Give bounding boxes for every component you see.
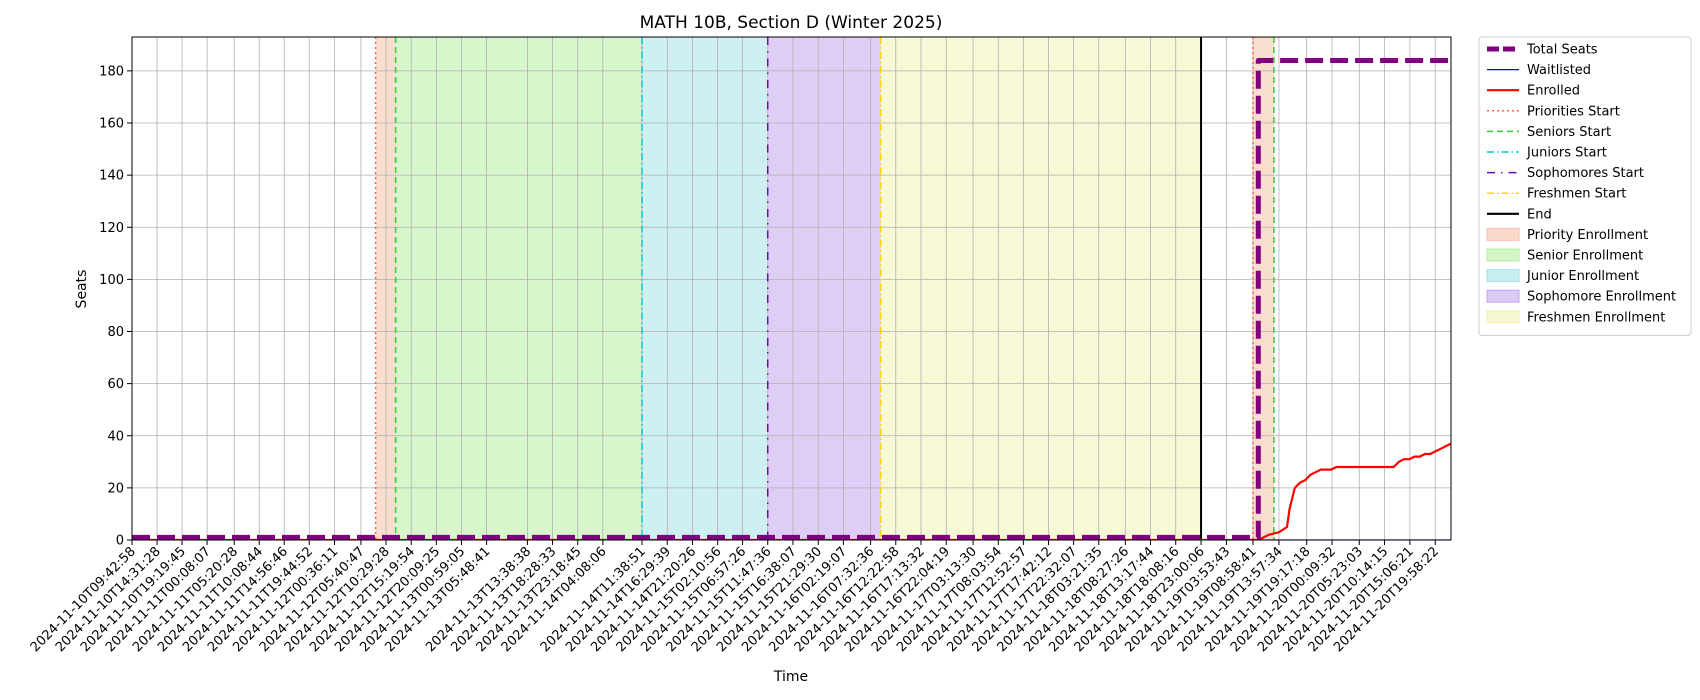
legend-swatch <box>1486 269 1520 283</box>
legend-label: Junior Enrollment <box>1526 269 1639 284</box>
legend-swatch <box>1486 310 1520 324</box>
y-tick-label: 80 <box>107 325 124 340</box>
legend-swatch <box>1486 248 1520 262</box>
y-tick-label: 120 <box>99 221 124 236</box>
legend-label: End <box>1527 207 1552 222</box>
y-tick-label: 100 <box>99 273 124 288</box>
axes-frame <box>131 36 1452 541</box>
y-tick-label: 140 <box>99 169 124 184</box>
legend-label: Priorities Start <box>1527 104 1620 119</box>
y-tick-label: 180 <box>99 64 124 79</box>
legend-label: Juniors Start <box>1526 146 1607 161</box>
series-enrolled <box>132 442 1451 540</box>
y-tick-label: 60 <box>107 377 124 392</box>
legend-label: Seniors Start <box>1527 125 1611 140</box>
legend-box <box>1478 36 1692 336</box>
legend-label: Priority Enrollment <box>1527 228 1648 243</box>
legend-label: Freshmen Enrollment <box>1527 310 1665 325</box>
legend: Total Seats Waitlisted Enrolled Priorities … <box>1478 36 1692 336</box>
legend-label: Waitlisted <box>1527 63 1591 78</box>
legend-label: Sophomore Enrollment <box>1527 290 1676 305</box>
legend-swatch <box>1486 227 1520 241</box>
chart-title: MATH 10B, Section D (Winter 2025) <box>640 13 943 33</box>
x-axis-title: Time <box>773 669 808 685</box>
plot-area: 0204060801001201401601802024-11-10T09:42… <box>28 36 1452 655</box>
y-tick-label: 40 <box>107 429 124 444</box>
y-tick-label: 160 <box>99 117 124 132</box>
series-total-seats <box>132 58 1451 540</box>
y-tick-label: 20 <box>107 481 124 496</box>
legend-label: Sophomores Start <box>1527 166 1644 181</box>
y-tick-label: 0 <box>116 534 124 549</box>
span-4 <box>880 37 1202 540</box>
span-1 <box>395 37 642 540</box>
y-axis-title: Seats <box>74 270 90 309</box>
legend-label: Senior Enrollment <box>1527 249 1643 264</box>
span-3 <box>767 37 881 540</box>
legend-label: Enrolled <box>1527 84 1580 99</box>
legend-swatch <box>1486 289 1520 303</box>
legend-label: Freshmen Start <box>1527 187 1626 202</box>
span-2 <box>641 37 768 540</box>
legend-label: Total Seats <box>1526 43 1598 58</box>
